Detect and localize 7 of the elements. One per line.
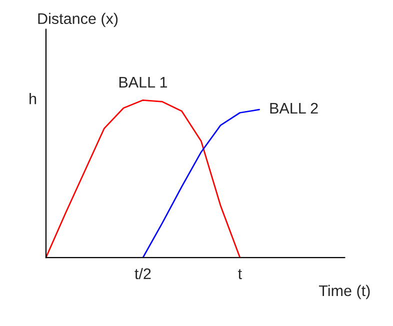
series-label: BALL 2 xyxy=(270,102,318,114)
x-tick-label: t xyxy=(238,269,242,280)
text: h xyxy=(30,93,36,104)
x-tick-label: t/2 xyxy=(134,268,151,280)
x-axis-title: Time (t) xyxy=(318,284,370,300)
y-axis-title: Distance (x) xyxy=(38,12,118,28)
series-label: BALL 1 xyxy=(119,77,167,88)
